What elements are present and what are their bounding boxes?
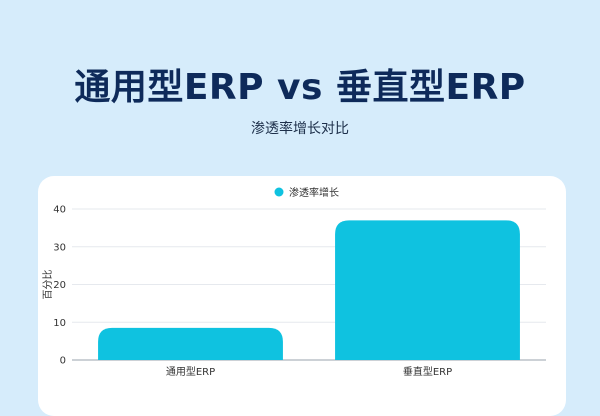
y-tick-label: 30 xyxy=(53,242,66,253)
y-axis-label: 百分比 xyxy=(42,270,54,300)
legend-label[interactable]: 渗透率增长 xyxy=(289,186,339,199)
legend-swatch xyxy=(274,187,284,197)
x-tick-label: 通用型ERP xyxy=(166,365,215,378)
bar-chart: 0 10 20 30 40 通用型ERP 垂直型ERP 渗透率增长 百分比 xyxy=(42,186,546,378)
bar-2[interactable] xyxy=(335,220,520,360)
page-title: 通用型ERP vs 垂直型ERP xyxy=(74,67,526,108)
y-tick-label: 0 xyxy=(60,356,66,367)
chart-card: 0 10 20 30 40 通用型ERP 垂直型ERP 渗透率增长 百分比 xyxy=(38,176,566,416)
y-tick-label: 10 xyxy=(53,318,66,329)
page-subtitle: 渗透率增长对比 xyxy=(251,121,349,137)
y-tick-label: 40 xyxy=(53,205,66,216)
y-tick-label: 20 xyxy=(53,280,66,291)
x-tick-label: 垂直型ERP xyxy=(403,365,452,378)
bar-1[interactable] xyxy=(98,327,283,360)
